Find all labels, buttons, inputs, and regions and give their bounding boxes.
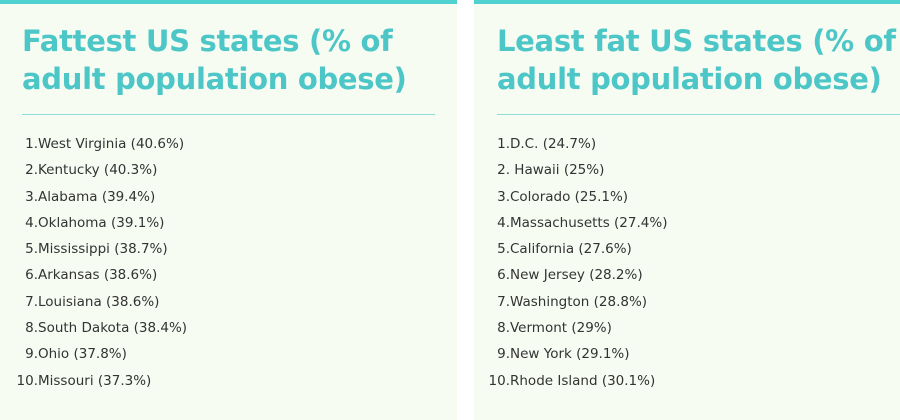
rank-number: 3. (497, 188, 510, 205)
list-item: 4.Massachusetts (27.4%) (488, 210, 667, 236)
state-entry: Massachusetts (27.4%) (510, 214, 668, 231)
rank-number: 6. (497, 267, 510, 284)
list-item: 1.D.C. (24.7%) (488, 131, 667, 157)
title-divider (22, 114, 435, 115)
state-entry: West Virginia (40.6%) (38, 136, 185, 152)
rank-number: 3. (25, 188, 38, 205)
fattest-states-title: Fattest US states (% of adult population… (22, 24, 407, 96)
rank-number: 10. (16, 372, 38, 389)
rank-number: 2. (497, 162, 510, 179)
state-entry: Arkansas (38.6%) (38, 267, 158, 284)
fattest-states-list: 1.West Virginia (40.6%) 2.Kentucky (40.3… (16, 131, 188, 394)
list-item: 3.Alabama (39.4%) (16, 184, 187, 210)
list-item: 6.New Jersey (28.2%) (488, 262, 667, 288)
state-entry: Rhode Island (30.1%) (510, 372, 656, 389)
rank-number: 4. (497, 214, 510, 231)
rank-number: 8. (25, 320, 38, 337)
state-entry: Oklahoma (39.1%) (38, 214, 165, 231)
state-entry: Ohio (37.8%) (38, 346, 127, 363)
fattest-states-panel: Fattest US states (% of adult population… (0, 0, 457, 420)
list-item: 6.Arkansas (38.6%) (16, 262, 187, 288)
state-entry: Kentucky (40.3%) (38, 162, 158, 179)
state-entry: South Dakota (38.4%) (38, 320, 188, 337)
rank-number: 7. (25, 293, 38, 310)
state-entry: Missouri (37.3%) (38, 372, 152, 389)
rank-number: 1. (25, 136, 38, 152)
state-entry: Washington (28.8%) (510, 293, 648, 310)
rank-number: 9. (497, 346, 510, 363)
rank-number: 8. (497, 320, 510, 337)
state-entry: Alabama (39.4%) (38, 188, 156, 205)
least-fat-states-panel: Least fat US states (% of adult populati… (474, 0, 900, 420)
list-item: 5.Mississippi (38.7%) (16, 236, 187, 262)
state-entry: D.C. (24.7%) (510, 136, 597, 152)
rank-number: 4. (25, 214, 38, 231)
rank-number: 10. (488, 372, 510, 389)
list-item: 1.West Virginia (40.6%) (16, 131, 187, 157)
list-item: 9.New York (29.1%) (488, 341, 667, 367)
list-item: 8.Vermont (29%) (488, 315, 667, 341)
list-item: 3.Colorado (25.1%) (488, 184, 667, 210)
title-divider (497, 114, 900, 115)
least-fat-states-list: 1.D.C. (24.7%) 2. Hawaii (25%) 3.Colorad… (488, 131, 668, 394)
list-item: 7.Washington (28.8%) (488, 289, 667, 315)
state-entry: Vermont (29%) (510, 320, 612, 337)
rank-number: 1. (497, 136, 510, 152)
state-entry: California (27.6%) (510, 241, 632, 258)
list-item: 8.South Dakota (38.4%) (16, 315, 187, 341)
state-entry: Mississippi (38.7%) (38, 241, 168, 258)
list-item: 2.Kentucky (40.3%) (16, 157, 187, 183)
rank-number: 5. (25, 241, 38, 258)
rank-number: 5. (497, 241, 510, 258)
state-entry: New York (29.1%) (510, 346, 630, 363)
list-item: 5.California (27.6%) (488, 236, 667, 262)
rank-number: 7. (497, 293, 510, 310)
list-item: 2. Hawaii (25%) (488, 157, 667, 183)
list-item: 9.Ohio (37.8%) (16, 341, 187, 367)
list-item: 4.Oklahoma (39.1%) (16, 210, 187, 236)
state-entry: Hawaii (25%) (510, 162, 605, 179)
list-item: 10.Rhode Island (30.1%) (488, 368, 667, 394)
least-fat-states-title: Least fat US states (% of adult populati… (497, 24, 896, 96)
state-entry: New Jersey (28.2%) (510, 267, 643, 284)
rank-number: 6. (25, 267, 38, 284)
rank-number: 2. (25, 162, 38, 179)
list-item: 10.Missouri (37.3%) (16, 368, 187, 394)
state-entry: Colorado (25.1%) (510, 188, 629, 205)
list-item: 7.Louisiana (38.6%) (16, 289, 187, 315)
state-entry: Louisiana (38.6%) (38, 293, 160, 310)
rank-number: 9. (25, 346, 38, 363)
